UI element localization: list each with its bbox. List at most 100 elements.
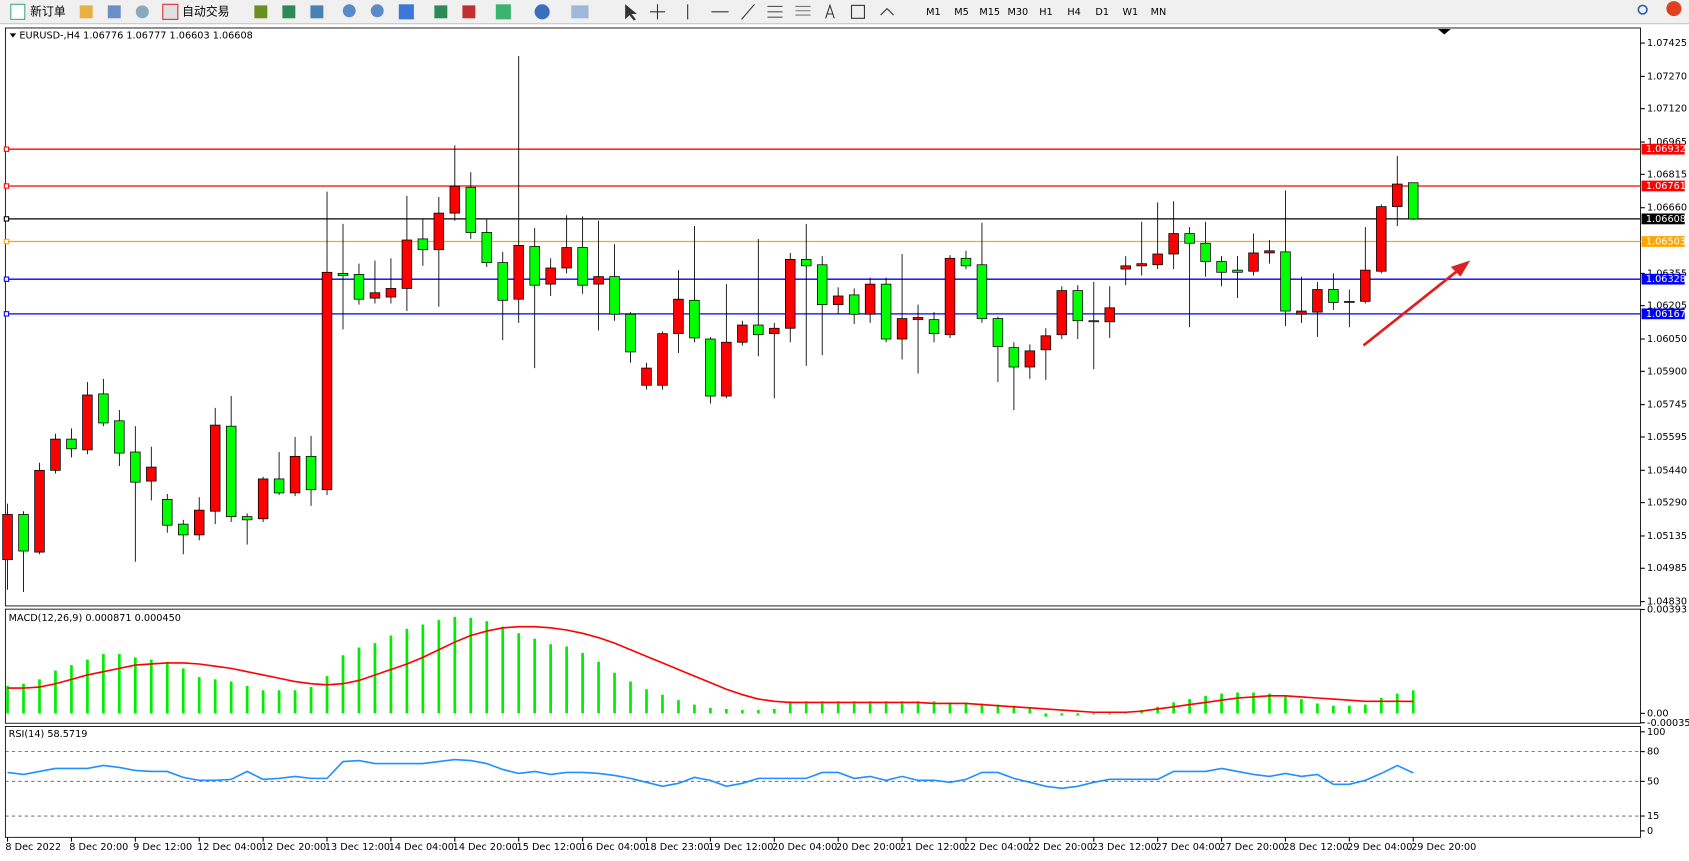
candle-body — [162, 499, 173, 526]
tool-icon[interactable] — [107, 5, 121, 19]
candle-body — [737, 324, 748, 343]
candle-body — [1408, 182, 1419, 220]
label-icon[interactable] — [850, 4, 865, 19]
x-tick-label: 18 Dec 23:00 — [644, 842, 709, 853]
cursor-icon[interactable] — [625, 4, 638, 21]
candle-body — [593, 276, 604, 285]
timeframe-button[interactable]: M1 — [926, 7, 941, 18]
indicators-icon[interactable] — [495, 4, 511, 20]
zoom-out-icon[interactable] — [370, 4, 384, 18]
y-tick-label: 1.06815 — [1647, 169, 1687, 180]
x-tick-label: 12 Dec 20:00 — [261, 842, 326, 853]
rsi-chart: 100 80 50 15 0 — [5, 727, 1665, 837]
periods-icon[interactable] — [534, 4, 550, 20]
new-order-icon[interactable] — [10, 3, 26, 20]
candle-body — [609, 276, 620, 315]
price-level-handle — [3, 146, 10, 152]
text-icon[interactable] — [825, 3, 835, 19]
candle-body — [1312, 289, 1323, 313]
candle-body — [114, 420, 125, 454]
timeframe-button[interactable]: H1 — [1039, 7, 1052, 18]
x-tick-label: 29 Dec 04:00 — [1347, 842, 1412, 853]
candle-body — [753, 324, 764, 336]
price-level-handle — [3, 216, 10, 222]
candle-body — [385, 288, 397, 298]
candle-body — [241, 516, 253, 521]
tool-icon[interactable] — [79, 5, 93, 19]
y-tick-label: 1.06965 — [1647, 137, 1687, 148]
y-tick-label: 1.07270 — [1647, 71, 1687, 82]
y-tick-label: 1.05440 — [1647, 465, 1687, 476]
candle-body — [98, 393, 109, 424]
timeframe-button[interactable]: H4 — [1067, 7, 1080, 18]
candle-body — [673, 298, 684, 335]
price-level-tag — [1641, 273, 1685, 285]
candle-body — [289, 455, 301, 494]
x-tick-label: 14 Dec 04:00 — [389, 842, 454, 853]
candle-body — [417, 238, 429, 251]
price-level-handle — [3, 238, 10, 245]
crosshair-icon[interactable] — [649, 4, 666, 20]
timeframe-button[interactable]: W1 — [1122, 7, 1138, 18]
candle-body — [497, 262, 508, 301]
candle-body — [1024, 350, 1036, 368]
candle-body — [433, 212, 445, 251]
timeframe-button[interactable]: M15 — [979, 7, 1000, 18]
y-tick-label: 1.05135 — [1647, 531, 1687, 542]
x-tick-label: 23 Dec 12:00 — [1092, 842, 1157, 853]
rsi-title: RSI(14) 58.5719 — [9, 729, 88, 740]
scroll-icon[interactable] — [434, 5, 448, 19]
candle-body — [848, 294, 860, 315]
macd-signal-line — [7, 625, 1414, 714]
candle-body — [513, 245, 524, 300]
candle-body — [529, 246, 540, 286]
candle-body — [82, 394, 93, 451]
candle-body — [1056, 290, 1068, 336]
y-tick-label: 0.00 — [1647, 708, 1669, 719]
candle-body — [1200, 242, 1211, 262]
candle-body — [321, 271, 333, 491]
candle-body — [465, 186, 477, 233]
price-level-tag — [1641, 143, 1685, 155]
new-order-button[interactable]: 新订单 — [30, 4, 66, 18]
auto-trading-button[interactable]: 自动交易 — [182, 4, 229, 18]
search-icon[interactable] — [1637, 4, 1648, 15]
candle-body — [657, 333, 668, 386]
x-tick-label: 8 Dec 2022 — [5, 842, 61, 853]
candle-body — [130, 451, 141, 483]
macd-title: MACD(12,26,9) 0.000871 0.000450 — [9, 613, 181, 624]
candle-body — [1328, 289, 1339, 303]
candle-body — [1152, 253, 1163, 266]
zoom-in-icon[interactable] — [342, 4, 356, 18]
timeframe-button[interactable]: M30 — [1007, 7, 1028, 18]
chart-title: EURUSD-,H4 1.06776 1.06777 1.06603 1.066… — [19, 31, 252, 42]
shift-icon[interactable] — [462, 5, 476, 19]
candle-body — [305, 455, 317, 491]
candle-body — [769, 327, 780, 335]
timeframe-button[interactable]: M5 — [954, 7, 969, 18]
price-level-tag — [1641, 180, 1685, 192]
candle-chart-icon[interactable] — [282, 5, 296, 19]
y-tick-label: 1.05290 — [1647, 498, 1687, 509]
channel-icon[interactable] — [767, 5, 783, 18]
trendline-icon[interactable] — [741, 3, 755, 20]
notification-badge[interactable] — [1666, 1, 1682, 17]
arrows-icon[interactable] — [880, 7, 894, 16]
tool-icon[interactable] — [135, 5, 149, 19]
y-tick-label: 1.05745 — [1647, 400, 1687, 411]
candle-body — [689, 299, 700, 339]
templates-icon[interactable] — [571, 5, 589, 19]
auto-trading-icon[interactable] — [162, 3, 179, 20]
line-chart-icon[interactable] — [310, 5, 324, 19]
candle-body — [1040, 335, 1052, 351]
candle-body — [1344, 300, 1355, 303]
candle-body — [1280, 251, 1291, 312]
timeframe-button[interactable]: MN — [1151, 7, 1167, 18]
fibo-icon[interactable] — [795, 5, 811, 16]
timeframe-button[interactable]: D1 — [1095, 7, 1109, 18]
candle-body — [1184, 233, 1195, 244]
bar-chart-icon[interactable] — [254, 5, 268, 19]
y-tick-label: 1.07425 — [1647, 38, 1687, 49]
tile-icon[interactable] — [398, 4, 414, 20]
price-level-label: 1.06608 — [1646, 214, 1686, 225]
